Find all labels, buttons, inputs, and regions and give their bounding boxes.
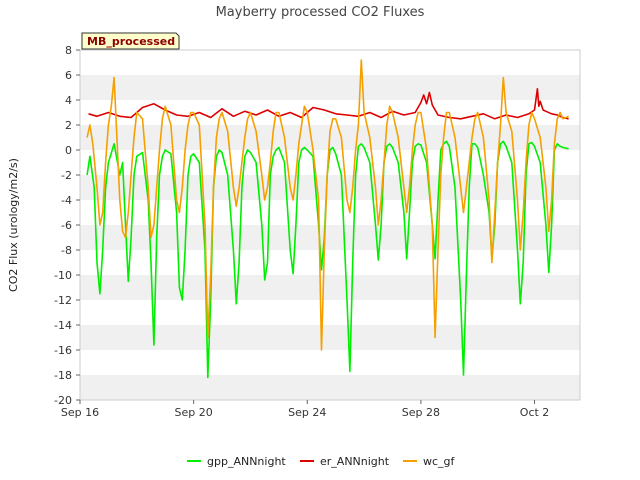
legend-label-gpp_ANNnight: gpp_ANNnight	[207, 455, 286, 468]
x-axis-ticks: Sep 16 Sep 20 Sep 24 Sep 28 Oct 2	[61, 400, 549, 419]
badge-box	[81, 32, 180, 50]
y-axis-title: CO2 Flux (urology/m2/s)	[7, 158, 20, 292]
legend-label-er_ANNnight: er_ANNnight	[320, 455, 390, 468]
y-tick-label: -2	[61, 169, 72, 182]
y-tick-label: -18	[54, 369, 72, 382]
series-lines	[86, 59, 569, 379]
y-tick-label: 8	[65, 44, 72, 57]
legend: gpp_ANNnight er_ANNnight wc_gf	[187, 455, 456, 468]
y-tick-label: 0	[65, 144, 72, 157]
y-tick-label: 4	[65, 94, 72, 107]
series-line-er_ANNnight	[88, 88, 569, 120]
grid-band-5	[80, 325, 580, 350]
grid-band-2	[80, 175, 580, 200]
y-tick-label: 6	[65, 69, 72, 82]
grid-band-6	[80, 375, 580, 400]
x-tick-label: Sep 20	[175, 406, 213, 419]
y-tick-label: -10	[54, 269, 72, 282]
y-tick-label: -6	[61, 219, 72, 232]
y-tick-label: -20	[54, 394, 72, 407]
grid-band-4	[80, 275, 580, 300]
processed-badge: MB_processed	[81, 32, 180, 50]
y-tick-label: -4	[61, 194, 72, 207]
x-tick-label: Oct 2	[520, 406, 550, 419]
y-tick-label: 2	[65, 119, 72, 132]
x-tick-label: Sep 28	[402, 406, 440, 419]
y-tick-label: -16	[54, 344, 72, 357]
legend-label-wc_gf: wc_gf	[423, 455, 456, 468]
grid-band-3	[80, 225, 580, 250]
y-tick-label: -8	[61, 244, 72, 257]
badge-label: MB_processed	[87, 35, 175, 48]
x-tick-label: Sep 16	[61, 406, 99, 419]
chart-title: Mayberry processed CO2 Fluxes	[216, 5, 425, 20]
y-tick-label: -12	[54, 294, 72, 307]
y-tick-label: -14	[54, 319, 72, 332]
series-line-wc_gf	[86, 59, 569, 351]
x-tick-label: Sep 24	[288, 406, 326, 419]
grid-band-0	[80, 75, 580, 100]
